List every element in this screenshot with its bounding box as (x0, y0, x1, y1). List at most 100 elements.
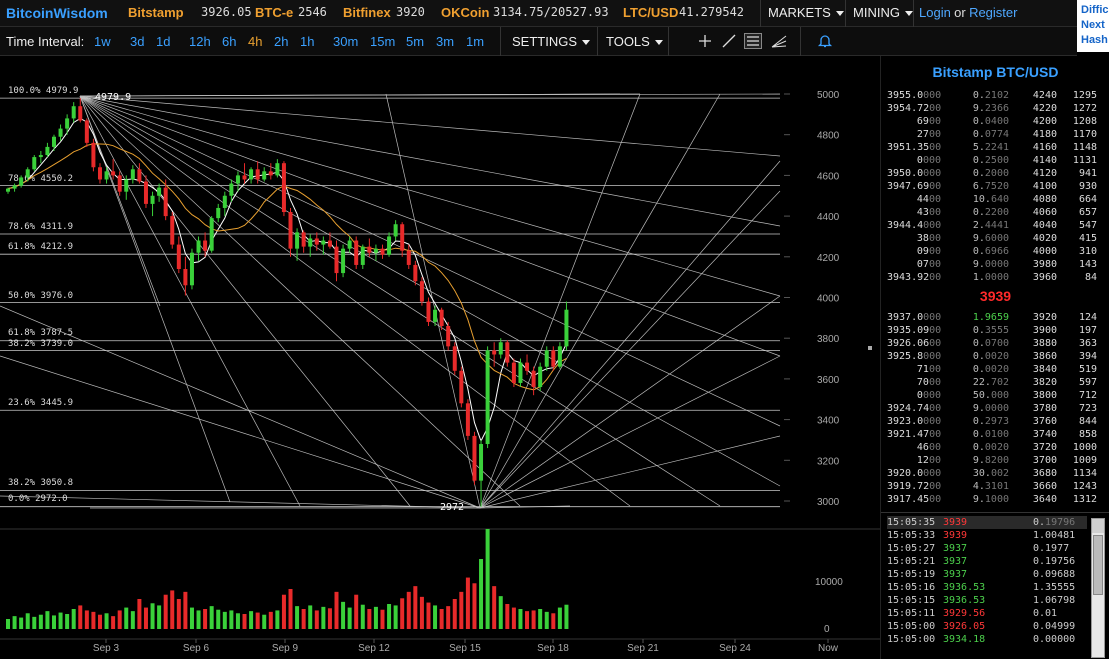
bid-row[interactable]: 3925.8000 0.0020 3860 394 (887, 350, 1097, 363)
interval-3d[interactable]: 3d (130, 34, 145, 49)
interval-1d[interactable]: 1d (156, 34, 171, 49)
tools-menu[interactable]: TOOLS (606, 34, 663, 49)
bid-row[interactable]: 3923.0000 0.2973 3760 844 (887, 415, 1097, 428)
scroll-up-arrow[interactable] (1092, 519, 1104, 533)
order-amount: 9.6000 (972, 233, 1009, 244)
candle-body (557, 346, 562, 367)
interval-1w[interactable]: 1w (94, 34, 111, 49)
ask-row[interactable]: 2700 0.0774 4180 1170 (887, 128, 1097, 141)
interval-1m[interactable]: 1m (466, 34, 485, 49)
bid-row[interactable]: 3919.7200 4.3101 3660 1243 (887, 480, 1097, 493)
register-link[interactable]: Register (969, 5, 1018, 20)
ask-row[interactable]: 3944.4000 2.4441 4040 547 (887, 219, 1097, 232)
login-link[interactable]: Login (919, 5, 951, 20)
next-label[interactable]: Next (1081, 19, 1105, 31)
volume-bar (406, 591, 411, 629)
interval-15m[interactable]: 15m (370, 34, 396, 49)
bid-row[interactable]: 7100 0.0020 3840 519 (887, 363, 1097, 376)
difficulty-label[interactable]: Diffic (1081, 4, 1109, 16)
interval-1h[interactable]: 1h (300, 34, 315, 49)
markets-menu[interactable]: MARKETS (768, 5, 844, 20)
ask-row[interactable]: 3800 9.6000 4020 415 (887, 232, 1097, 245)
trades-scrollbar[interactable] (1091, 518, 1105, 658)
interval-12h[interactable]: 12h (189, 34, 211, 49)
depth-cumulative: 1134 (1072, 468, 1097, 479)
mining-label: MINING (853, 5, 900, 20)
candle-body (242, 175, 247, 180)
ask-row[interactable]: 3950.0000 0.2000 4120 941 (887, 167, 1097, 180)
ticker-ltcusd[interactable]: LTC/USD (623, 5, 679, 20)
divider (881, 512, 1109, 513)
interval-6h[interactable]: 6h (222, 34, 237, 49)
candle-body (51, 136, 56, 147)
order-amount: 0.0700 (972, 338, 1009, 349)
trade-row[interactable]: 15:05:15 3936.53 1.06798 (887, 594, 1087, 607)
y-axis-label: 3000 (817, 497, 840, 508)
ticker-bitfinex[interactable]: Bitfinex (343, 5, 391, 20)
interval-30m[interactable]: 30m (333, 34, 359, 49)
bid-row[interactable]: 0000 50.000 3800 712 (887, 389, 1097, 402)
trade-row[interactable]: 15:05:11 3929.56 0.01 (887, 607, 1087, 620)
ask-row[interactable]: 0000 0.2500 4140 1131 (887, 154, 1097, 167)
ask-row[interactable]: 3951.3500 5.2241 4160 1148 (887, 141, 1097, 154)
bid-row[interactable]: 3917.4500 9.1000 3640 1312 (887, 493, 1097, 506)
trade-row[interactable]: 15:05:19 3937 0.09688 (887, 568, 1087, 581)
line-tool-icon[interactable] (720, 33, 738, 49)
bid-row[interactable]: 4600 0.0020 3720 1000 (887, 441, 1097, 454)
bid-row[interactable]: 3937.0000 1.9659 3920 124 (887, 311, 1097, 324)
ask-row[interactable]: 3954.7200 9.2366 4220 1272 (887, 102, 1097, 115)
ticker-bitstamp[interactable]: Bitstamp (128, 5, 184, 20)
trade-row[interactable]: 15:05:21 3937 0.19756 (887, 555, 1087, 568)
ask-row[interactable]: 4400 10.640 4080 664 (887, 193, 1097, 206)
candle-body (452, 346, 457, 371)
bid-row[interactable]: 3920.0000 30.002 3680 1134 (887, 467, 1097, 480)
interval-5m[interactable]: 5m (406, 34, 425, 49)
ask-row[interactable]: 3947.6900 6.7520 4100 930 (887, 180, 1097, 193)
scroll-thumb[interactable] (1093, 535, 1103, 595)
ask-row[interactable]: 0700 9.0000 3980 143 (887, 258, 1097, 271)
interval-3m[interactable]: 3m (436, 34, 455, 49)
fan-tool-icon[interactable] (770, 33, 788, 49)
fan-line (79, 95, 781, 427)
trade-row[interactable]: 15:05:16 3936.53 1.35555 (887, 581, 1087, 594)
ticker-okcoin[interactable]: OKCoin (441, 5, 490, 20)
bid-row[interactable]: 3935.0900 0.3555 3900 197 (887, 324, 1097, 337)
ask-row[interactable]: 3943.9200 1.0000 3960 84 (887, 271, 1097, 284)
orderbook-title[interactable]: Bitstamp BTC/USD (932, 64, 1059, 80)
brand-logo[interactable]: BitcoinWisdom (6, 5, 108, 21)
hashrate-label[interactable]: Hash (1081, 34, 1108, 46)
candle-body (45, 146, 50, 156)
ask-row[interactable]: 4300 0.2200 4060 657 (887, 206, 1097, 219)
bid-row[interactable]: 3924.7400 9.0000 3780 723 (887, 402, 1097, 415)
mining-menu[interactable]: MINING (853, 5, 913, 20)
bid-row[interactable]: 7000 22.702 3820 597 (887, 376, 1097, 389)
trade-row[interactable]: 15:05:00 3934.18 0.00000 (887, 633, 1087, 646)
trade-row[interactable]: 15:05:35 3939 0.19796 (887, 516, 1087, 529)
bid-row[interactable]: 1200 9.8200 3700 1009 (887, 454, 1097, 467)
interval-4h[interactable]: 4h (248, 34, 263, 49)
price-chart[interactable]: 100.0% 4979.9 78.6% 4550.2 78.6% 4311.9 61.… (0, 56, 880, 659)
volume-bar (387, 604, 392, 629)
volume-bar (58, 612, 63, 629)
order-amount: 10.640 (972, 194, 1009, 205)
trade-row[interactable]: 15:05:33 3939 1.00481 (887, 529, 1087, 542)
horizontal-lines-icon[interactable] (744, 33, 762, 49)
ticker-btce[interactable]: BTC-e (255, 5, 294, 20)
candle-body (124, 179, 129, 192)
bell-icon[interactable] (816, 33, 834, 49)
trade-time: 15:05:21 (887, 556, 936, 567)
interval-2h[interactable]: 2h (274, 34, 289, 49)
trade-row[interactable]: 15:05:27 3937 0.1977 (887, 542, 1087, 555)
trade-price: 3939 (943, 530, 968, 541)
ask-row[interactable]: 6900 0.0400 4200 1208 (887, 115, 1097, 128)
trade-row[interactable]: 15:05:00 3926.05 0.04999 (887, 620, 1087, 633)
ask-row[interactable]: 3955.0000 0.2102 4240 1295 (887, 89, 1097, 102)
crosshair-icon[interactable] (696, 33, 714, 49)
volume-bars (6, 529, 569, 629)
bid-row[interactable]: 3926.0600 0.0700 3880 363 (887, 337, 1097, 350)
chart-handle[interactable] (868, 346, 872, 350)
ask-row[interactable]: 0900 0.6966 4000 310 (887, 245, 1097, 258)
bid-row[interactable]: 3921.4700 0.0100 3740 858 (887, 428, 1097, 441)
fan-line (79, 93, 641, 97)
settings-menu[interactable]: SETTINGS (512, 34, 591, 49)
